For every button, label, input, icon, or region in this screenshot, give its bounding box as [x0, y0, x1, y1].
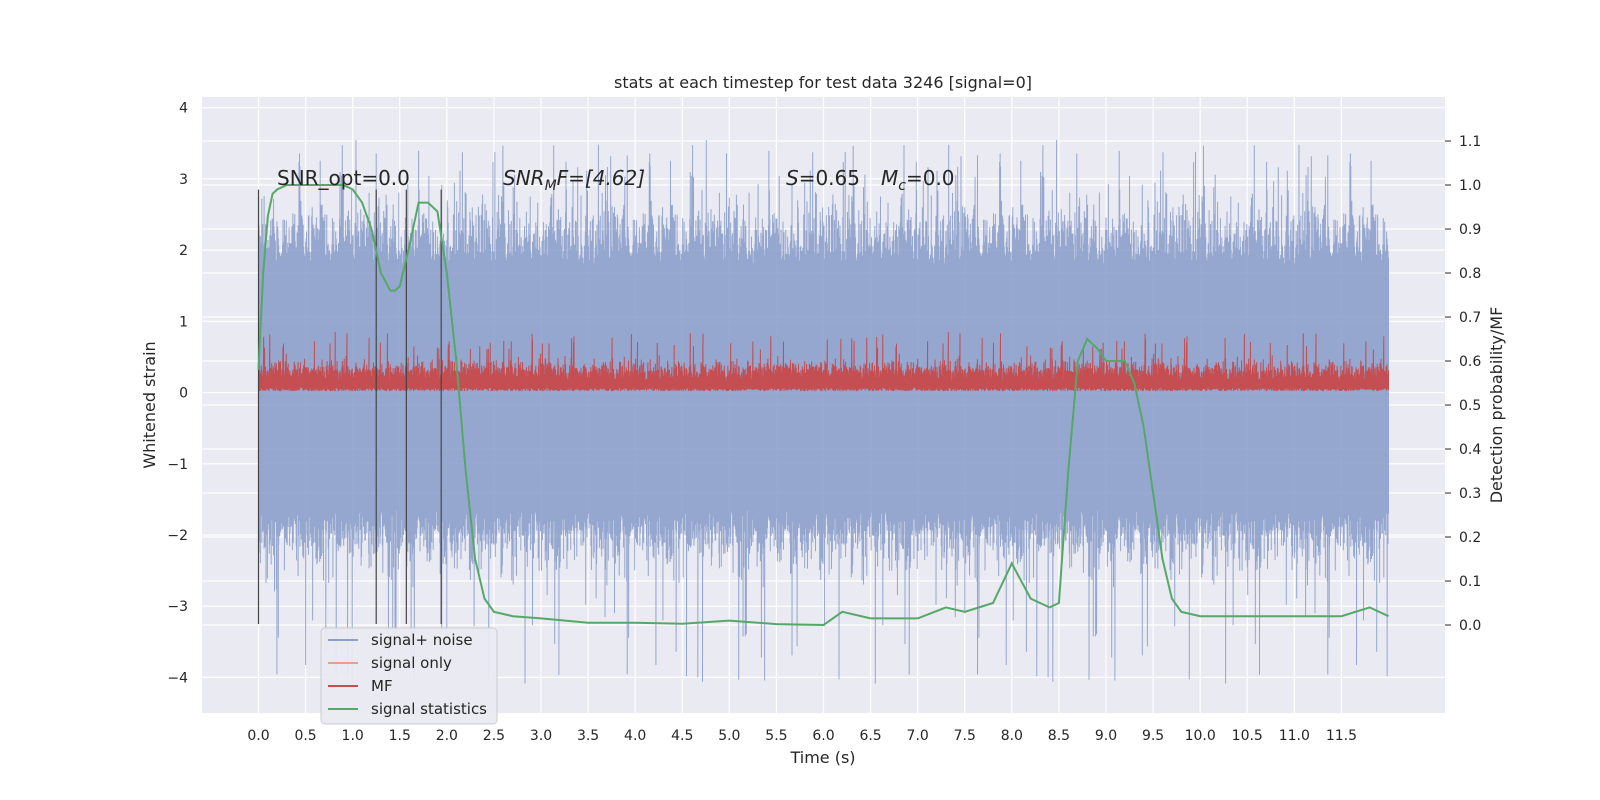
x-tick-label-15: 7.5: [954, 728, 976, 744]
x-tick-label-10: 5.0: [718, 728, 740, 744]
x-tick-label-5: 2.5: [483, 728, 505, 744]
legend-label-signal-noise: signal+ noise: [371, 631, 473, 649]
x-tick-label-2: 1.0: [342, 728, 364, 744]
y-right-tick-label-3: 0.8: [1459, 266, 1481, 282]
y-right-tick-label-5: 0.6: [1459, 354, 1481, 370]
y-tick-label-7: −3: [167, 599, 188, 615]
signal-statistics-line: [257, 184, 1389, 627]
legend-box: [320, 627, 498, 725]
y-right-tick-label-10: 0.1: [1459, 574, 1481, 590]
annotation-snr-mf: SNRMF=[4.62]: [503, 166, 645, 194]
annotation-snr-opt: SNR_opt=0.0: [277, 166, 410, 190]
y-right-tick-label-8: 0.3: [1459, 486, 1481, 502]
y-tick-label-6: −2: [167, 528, 188, 544]
annotation-mc: Mc=0.0: [881, 166, 955, 194]
signal-statistics-series: [257, 184, 1389, 627]
x-tick-label-22: 11.0: [1279, 728, 1310, 744]
y-tick-label-4: 0: [179, 386, 188, 402]
legend-label-signal-only: signal only: [371, 654, 452, 672]
x-tick-label-21: 10.5: [1232, 728, 1263, 744]
y-tick-label-3: 1: [179, 314, 188, 330]
x-tick-labels: 0.0 0.5 1.0 1.5 2.0 2.5 3.0 3.5 4.0 4.5 5.0 5.5 6.0 6…: [247, 728, 1357, 744]
y-axis-label: Whitened strain: [140, 341, 159, 468]
x-tick-label-23: 11.5: [1326, 728, 1357, 744]
legend: signal+ noise signal only MF signal stat…: [320, 627, 498, 725]
y-right-tick-label-6: 0.5: [1459, 398, 1481, 414]
y-right-tick-label-7: 0.4: [1459, 442, 1481, 458]
y-tick-label-8: −4: [167, 670, 188, 686]
x-axis-label: Time (s): [789, 748, 855, 767]
chart-title: stats at each timestep for test data 324…: [614, 73, 1032, 92]
y-right-tick-label-4: 0.7: [1459, 310, 1481, 326]
x-tick-label-3: 1.5: [389, 728, 411, 744]
x-tick-label-1: 0.5: [294, 728, 316, 744]
y-right-axis-label: Detection probability/MF: [1487, 307, 1506, 504]
x-tick-label-16: 8.0: [1001, 728, 1023, 744]
y-right-tick-label-2: 0.9: [1459, 222, 1481, 238]
x-tick-label-8: 4.0: [624, 728, 646, 744]
legend-label-signal-statistics: signal statistics: [371, 700, 487, 718]
mf-series: [258, 332, 1389, 392]
x-tick-label-7: 3.5: [577, 728, 599, 744]
x-tick-label-19: 9.5: [1142, 728, 1164, 744]
y-tick-labels: 4 3 2 1 0 −1 −2 −3 −4: [167, 101, 188, 687]
y-tick-label-2: 2: [179, 243, 188, 259]
x-tick-label-4: 2.0: [436, 728, 458, 744]
y-right-tick-label-11: 0.0: [1459, 618, 1481, 634]
x-tick-label-0: 0.0: [247, 728, 269, 744]
x-tick-label-14: 7.0: [907, 728, 929, 744]
y-tick-label-0: 4: [179, 101, 188, 117]
x-tick-label-11: 5.5: [765, 728, 787, 744]
x-tick-label-6: 3.0: [530, 728, 552, 744]
legend-label-mf: MF: [371, 677, 393, 695]
y-right-tick-label-0: 1.1: [1459, 134, 1481, 150]
y-tick-label-1: 3: [179, 172, 188, 188]
y-tick-label-5: −1: [167, 457, 188, 473]
y-right-tick-label-9: 0.2: [1459, 530, 1481, 546]
x-tick-label-9: 4.5: [671, 728, 693, 744]
y-right-tick-labels: 1.1 1.0 0.9 0.8 0.7 0.6 0.5 0.4 0.3 0.2 0.1 0.0: [1445, 134, 1481, 634]
annotation-s: S=0.65: [786, 166, 860, 190]
mf-trace: [258, 332, 1389, 392]
x-tick-label-17: 8.5: [1048, 728, 1070, 744]
y-right-tick-label-1: 1.0: [1459, 178, 1481, 194]
x-tick-label-12: 6.0: [812, 728, 834, 744]
x-tick-label-18: 9.0: [1095, 728, 1117, 744]
x-tick-label-13: 6.5: [859, 728, 881, 744]
x-tick-label-20: 10.0: [1185, 728, 1216, 744]
